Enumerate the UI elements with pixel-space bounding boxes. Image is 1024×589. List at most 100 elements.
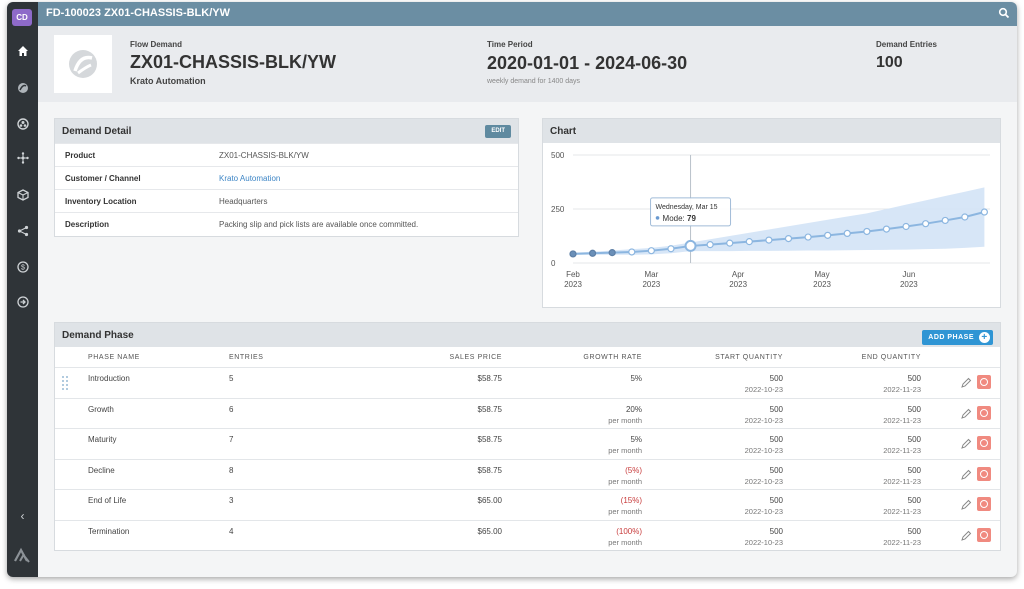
- phase-entries: 5: [229, 374, 234, 383]
- flow-icon[interactable]: [7, 75, 38, 105]
- detail-row-product: Product ZX01-CHASSIS-BLK/YW: [55, 143, 518, 166]
- customer-link[interactable]: Krato Automation: [219, 174, 281, 183]
- pencil-icon[interactable]: [960, 469, 972, 481]
- growth-rate-value: (5%): [625, 465, 642, 475]
- demand-detail-header: Demand Detail EDIT: [55, 119, 518, 143]
- data-point: [922, 220, 930, 228]
- phase-start: 500 2022-10-23: [745, 374, 783, 394]
- series-line: [572, 211, 985, 255]
- pencil-icon[interactable]: [960, 438, 972, 450]
- add-phase-button[interactable]: ADD PHASE +: [922, 330, 993, 345]
- table-row[interactable]: Growth 6 $58.75 20% per month 500 2022-10-23 50…: [55, 397, 1000, 429]
- col-end-quantity[interactable]: END QUANTITY: [861, 354, 921, 361]
- home-icon[interactable]: [7, 38, 38, 68]
- col-phase-name[interactable]: PHASE NAME: [88, 354, 140, 361]
- add-phase-label: ADD PHASE: [928, 334, 974, 341]
- col-growth-rate[interactable]: GROWTH RATE: [583, 354, 642, 361]
- box-icon[interactable]: [7, 182, 38, 212]
- delete-icon[interactable]: [977, 436, 991, 450]
- phase-end: 500 2022-11-23: [883, 435, 921, 455]
- start-date: 2022-10-23: [744, 476, 783, 486]
- detail-row-description: Description Packing slip and pick lists …: [55, 212, 518, 235]
- phase-price: $58.75: [477, 465, 502, 475]
- phase-name: End of Life: [88, 496, 127, 505]
- chevron-left-icon[interactable]: ‹: [20, 509, 25, 523]
- tooltip-marker: [655, 216, 660, 220]
- phase-start: 500 2022-10-23: [745, 496, 783, 516]
- growth-rate-unit: per month: [608, 537, 642, 547]
- phase-table-header: PHASE NAME ENTRIES SALES PRICE GROWTH RA…: [55, 351, 1000, 365]
- share-icon[interactable]: [7, 218, 38, 248]
- x-tick-label: 2023: [642, 280, 660, 289]
- table-row[interactable]: Maturity 7 $58.75 5% per month 500 2022-10-23 5…: [55, 428, 1000, 459]
- time-period-label: Time Period: [487, 40, 533, 49]
- svg-text:$: $: [21, 265, 25, 272]
- shared-icon[interactable]: [7, 111, 38, 141]
- table-row[interactable]: Decline 8 $58.75 (5%) per month 500 2022-10-23…: [55, 458, 1000, 490]
- tooltip-value: 79: [687, 214, 696, 223]
- data-point: [745, 238, 753, 246]
- pencil-icon[interactable]: [960, 377, 972, 389]
- data-point: [882, 225, 891, 233]
- search-icon[interactable]: [997, 6, 1011, 20]
- x-tick-label: Apr: [732, 270, 745, 279]
- demand-detail-panel: Demand Detail EDIT Product ZX01-CHASSIS-…: [54, 118, 519, 237]
- demand-chart[interactable]: 0250500Feb2023Mar2023Apr2023May2023Jun20…: [543, 143, 1000, 307]
- table-row[interactable]: Introduction 5 $58.75 5% 500 2022-10-23 500 202…: [55, 367, 1000, 398]
- plus-icon: +: [979, 332, 990, 343]
- data-point: [902, 222, 910, 231]
- col-sales-price[interactable]: SALES PRICE: [449, 354, 502, 361]
- data-point: [784, 234, 793, 243]
- data-point: [726, 239, 734, 247]
- nav-rail: CD $ ‹: [7, 2, 38, 577]
- y-tick-label: 0: [551, 259, 556, 268]
- tooltip-date: Wednesday, Mar 15: [656, 204, 718, 211]
- col-start-quantity[interactable]: START QUANTITY: [715, 354, 783, 361]
- delete-icon[interactable]: [977, 405, 991, 420]
- data-point: [628, 248, 636, 256]
- start-date: 2022-10-23: [744, 415, 783, 425]
- demand-entries-value: 100: [876, 54, 903, 71]
- end-date: 2022-11-23: [883, 385, 921, 394]
- x-tick-label: 2023: [900, 280, 918, 289]
- app-logo[interactable]: CD: [12, 9, 32, 26]
- pencil-icon[interactable]: [960, 530, 972, 542]
- edit-button[interactable]: EDIT: [485, 125, 511, 138]
- phase-end: 500 2022-11-23: [883, 405, 921, 425]
- end-quantity: 500: [907, 374, 921, 383]
- data-point: [684, 239, 697, 252]
- arrow-circle-icon[interactable]: [7, 289, 38, 319]
- delete-icon[interactable]: [977, 527, 991, 542]
- x-tick-label: May: [815, 270, 830, 279]
- x-tick-label: 2023: [564, 280, 582, 289]
- dollar-icon[interactable]: $: [7, 254, 38, 284]
- growth-rate-value: 20%: [625, 404, 642, 414]
- x-tick-label: Jun: [902, 270, 915, 279]
- phase-price: $58.75: [477, 374, 502, 383]
- phase-name: Termination: [88, 526, 130, 536]
- delete-icon[interactable]: [977, 466, 991, 481]
- delete-icon[interactable]: [977, 497, 991, 511]
- table-row[interactable]: Termination 4 $65.00 (100%) per month 500 2022…: [55, 519, 1000, 551]
- pencil-icon[interactable]: [960, 408, 972, 420]
- phase-name: Decline: [88, 465, 115, 475]
- demand-phase-panel: Demand Phase ADD PHASE + PHASE NAME ENTR…: [54, 322, 1001, 551]
- growth-rate-unit: per month: [608, 415, 642, 425]
- phase-growth: (5%) per month: [608, 466, 642, 486]
- demand-phase-title: Demand Phase: [62, 330, 134, 341]
- network-icon[interactable]: [7, 145, 38, 175]
- delete-icon[interactable]: [977, 375, 991, 389]
- growth-rate-unit: per month: [608, 476, 642, 486]
- data-point: [824, 231, 832, 239]
- drag-handle-icon[interactable]: [61, 374, 71, 392]
- data-point: [647, 247, 655, 255]
- app-window: CD $ ‹ FD-100023 ZX01-CHASSIS-: [7, 2, 1017, 577]
- end-quantity: 500: [907, 435, 921, 444]
- pencil-icon[interactable]: [960, 499, 972, 511]
- col-entries[interactable]: ENTRIES: [229, 354, 264, 361]
- detail-row-customer: Customer / Channel Krato Automation: [55, 166, 518, 189]
- record-customer: Krato Automation: [130, 76, 206, 86]
- end-date: 2022-11-23: [883, 446, 921, 455]
- table-row[interactable]: End of Life 3 $65.00 (15%) per month 500 2022-…: [55, 489, 1000, 520]
- end-quantity: 500: [907, 496, 921, 505]
